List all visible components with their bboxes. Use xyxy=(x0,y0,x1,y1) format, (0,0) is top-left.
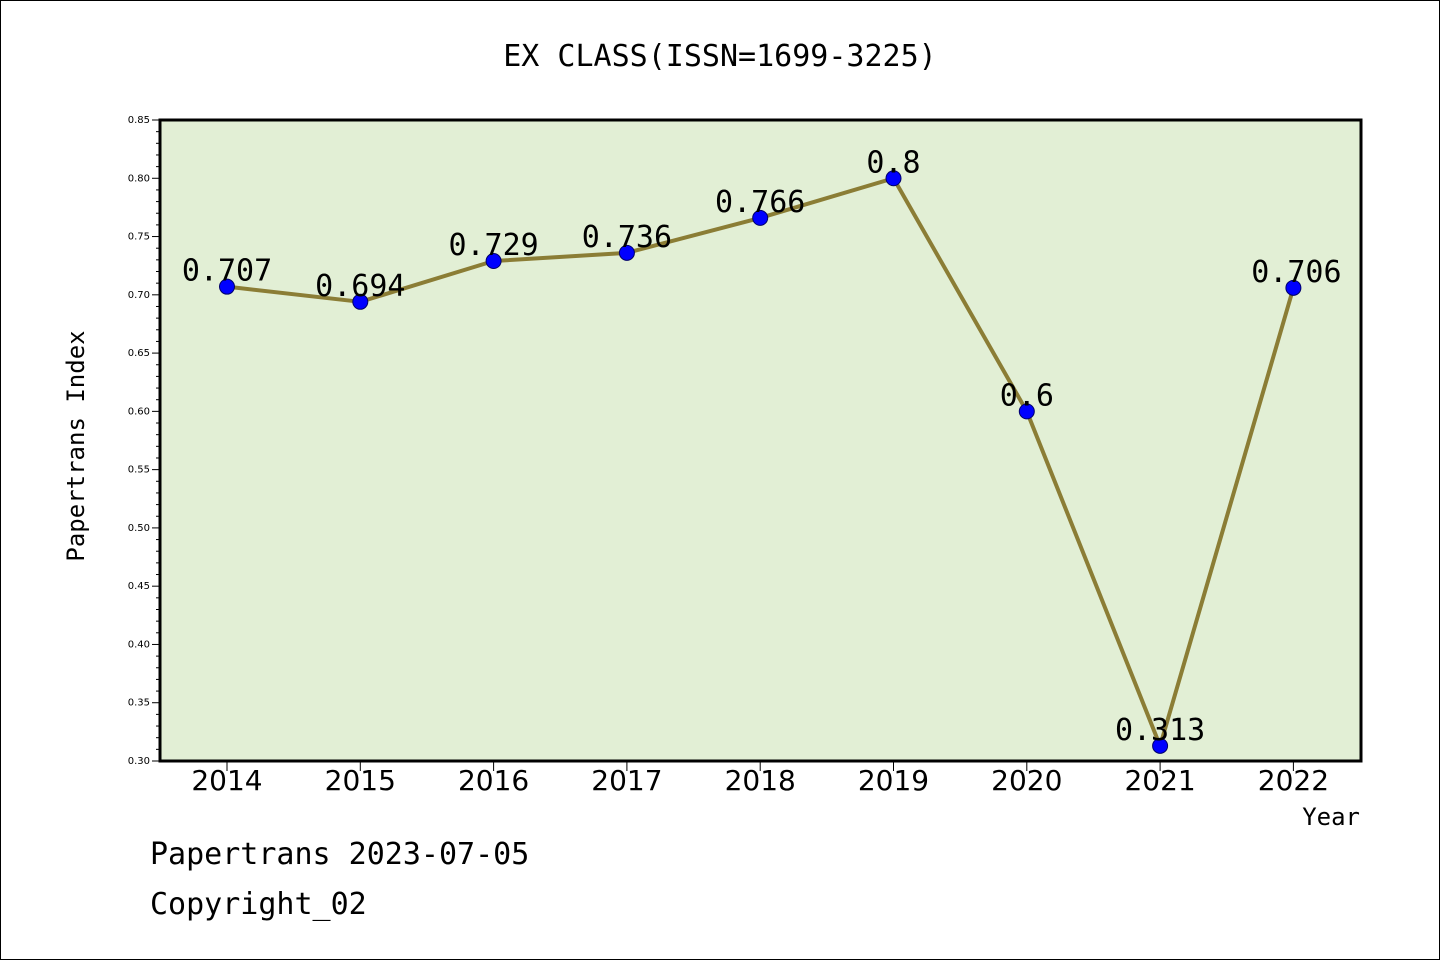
x-tick-label: 2015 xyxy=(325,764,396,797)
data-point xyxy=(1152,737,1169,754)
footer-copyright: Copyright_02 xyxy=(150,887,367,922)
y-tick-label: 0.50 xyxy=(128,523,150,534)
data-point xyxy=(752,209,769,226)
data-label: 0.729 xyxy=(448,228,538,263)
y-tick-label: 0.40 xyxy=(128,639,150,650)
x-tick-label: 2020 xyxy=(991,764,1062,797)
data-point xyxy=(352,293,369,310)
y-tick-label: 0.75 xyxy=(128,232,150,243)
y-tick-label: 0.80 xyxy=(128,173,150,184)
data-label: 0.766 xyxy=(715,185,805,220)
data-label: 0.8 xyxy=(866,145,920,180)
x-axis: 2014 2015 2016 2017 2018 2019 2020 2021 2022 xyxy=(191,761,1329,797)
x-tick-label: 2022 xyxy=(1258,764,1329,797)
x-axis-label: Year xyxy=(1302,803,1360,831)
x-tick-label: 2021 xyxy=(1124,764,1195,797)
data-point xyxy=(1018,403,1035,420)
y-tick-label: 0.70 xyxy=(128,290,150,301)
y-tick-label: 0.85 xyxy=(128,115,150,126)
y-tick-label: 0.55 xyxy=(128,465,150,476)
series-line-group xyxy=(219,170,1302,754)
chart-title: EX CLASS(ISSN=1699-3225) xyxy=(503,39,936,74)
data-point xyxy=(485,253,502,270)
data-point xyxy=(1285,279,1302,296)
x-tick-label: 2016 xyxy=(458,764,529,797)
x-tick-label: 2017 xyxy=(591,764,662,797)
x-tick-label: 2014 xyxy=(191,764,262,797)
data-label: 0.6 xyxy=(1000,378,1054,413)
y-axis-label: Papertrans Index xyxy=(62,330,90,561)
data-label: 0.694 xyxy=(315,269,405,304)
data-point xyxy=(618,244,635,261)
y-tick-label: 0.45 xyxy=(128,581,150,592)
y-tick-label: 0.30 xyxy=(128,756,150,767)
x-tick-label: 2019 xyxy=(858,764,929,797)
data-labels: 0.707 0.694 0.729 0.736 0.766 0.8 0.6 0.313 0.70… xyxy=(182,145,1342,748)
y-tick-label: 0.35 xyxy=(128,698,150,709)
y-axis: 0.30 0.35 0.40 0.45 0.50 0.55 0.60 0.65 0.70 0.75… xyxy=(128,115,160,767)
x-tick-label: 2018 xyxy=(725,764,796,797)
footer-date: Papertrans 2023-07-05 xyxy=(150,837,529,872)
y-tick-label: 0.60 xyxy=(128,406,150,417)
data-point xyxy=(219,278,235,295)
data-label: 0.313 xyxy=(1115,713,1205,748)
plot-area xyxy=(158,118,1363,763)
data-label: 0.706 xyxy=(1251,255,1341,290)
data-point xyxy=(885,170,902,187)
data-label: 0.736 xyxy=(582,220,672,255)
data-label: 0.707 xyxy=(182,254,272,289)
y-tick-label: 0.65 xyxy=(128,348,150,359)
